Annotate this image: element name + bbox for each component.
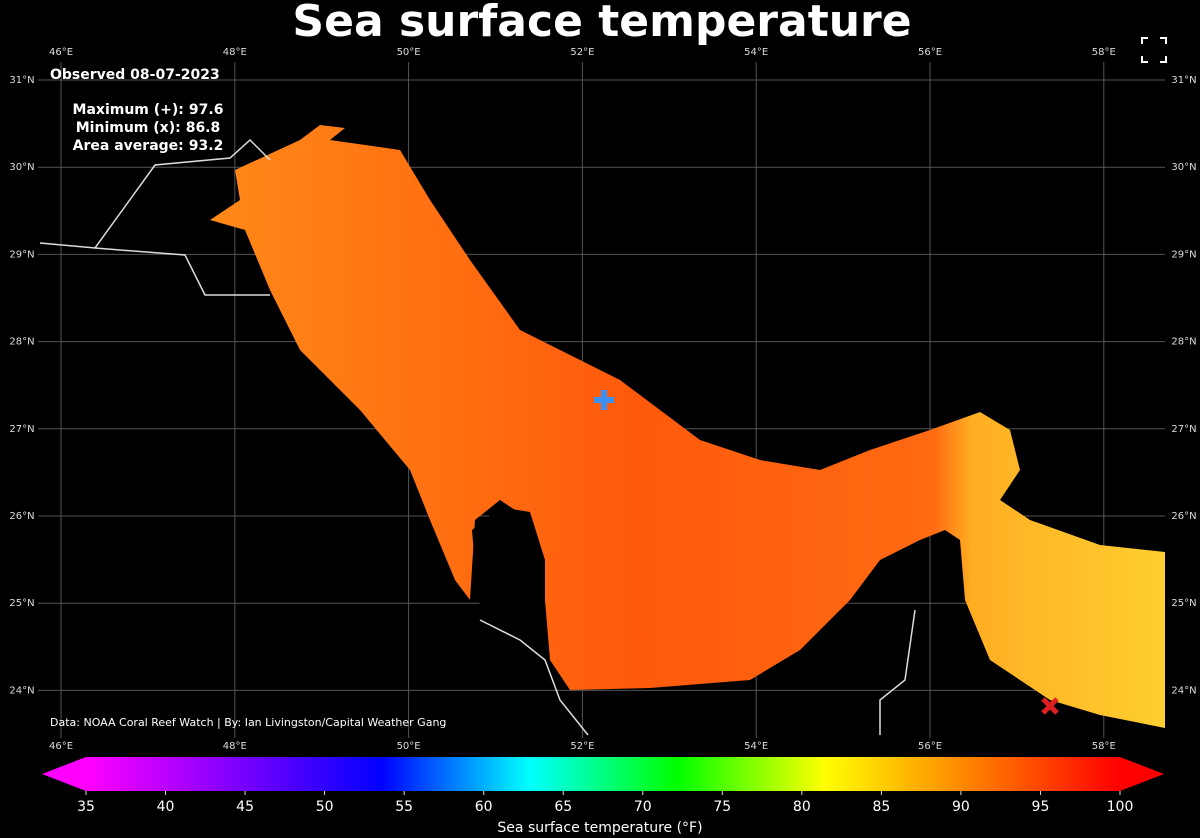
- lon-label: 46°E: [49, 741, 73, 752]
- border: [39, 138, 271, 249]
- borders: [39, 138, 916, 736]
- colorbar-tick-label: 90: [952, 799, 970, 815]
- lon-label: 46°E: [49, 47, 73, 58]
- colorbar-tick-label: 45: [236, 799, 254, 815]
- lon-label: 58°E: [1092, 47, 1116, 58]
- lat-label: 28°N: [1171, 337, 1196, 348]
- colorbar-tick-label: 95: [1032, 799, 1050, 815]
- lat-label: 24°N: [1171, 685, 1196, 696]
- lat-label: 26°N: [1171, 511, 1196, 522]
- colorbar-tick-label: 50: [316, 799, 334, 815]
- border: [879, 609, 916, 735]
- colorbar-tick-label: 55: [395, 799, 413, 815]
- min-marker: [1041, 697, 1059, 715]
- colorbar-tick-label: 80: [793, 799, 811, 815]
- lat-label: 27°N: [1171, 424, 1196, 435]
- lat-label: 29°N: [1171, 249, 1196, 260]
- fullscreen-button[interactable]: [1141, 37, 1167, 63]
- border: [479, 619, 589, 736]
- lon-label: 54°E: [744, 741, 768, 752]
- colorbar-extend-low: [42, 757, 86, 791]
- colorbar-tick-label: 65: [554, 799, 572, 815]
- colorbar-tick-label: 40: [157, 799, 175, 815]
- lat-label: 25°N: [1171, 598, 1196, 609]
- stat-label: Area average:: [73, 138, 184, 154]
- max-marker: [594, 390, 614, 410]
- lat-label: 31°N: [1171, 75, 1196, 86]
- border: [94, 247, 270, 296]
- lon-label: 50°E: [397, 47, 421, 58]
- lat-label: 28°N: [9, 337, 34, 348]
- colorbar-extend-high: [1120, 757, 1164, 791]
- lon-label: 48°E: [223, 741, 247, 752]
- lat-label: 31°N: [9, 75, 34, 86]
- stat-value: 97.6: [189, 102, 224, 118]
- stat-label: Maximum (+):: [73, 102, 184, 118]
- colorbar-tick-label: 35: [77, 799, 95, 815]
- lat-label: 26°N: [9, 511, 34, 522]
- stat-value: 93.2: [189, 138, 224, 154]
- lat-label: 30°N: [1171, 162, 1196, 173]
- colorbar-label: Sea surface temperature (°F): [497, 820, 702, 836]
- stat-line: Area average: 93.2: [73, 138, 224, 154]
- lat-label: 25°N: [9, 598, 34, 609]
- stat-label: Minimum (x):: [76, 120, 181, 136]
- colorbar-tick-label: 75: [713, 799, 731, 815]
- colorbar-tick-label: 60: [475, 799, 493, 815]
- lon-label: 54°E: [744, 47, 768, 58]
- observed-date: Observed 08-07-2023: [50, 67, 220, 83]
- lat-label: 30°N: [9, 162, 34, 173]
- stat-line: Minimum (x): 86.8: [76, 120, 221, 136]
- gulf-sst: [210, 125, 1165, 728]
- colorbar-tick-label: 100: [1107, 799, 1134, 815]
- lat-label: 29°N: [9, 249, 34, 260]
- lon-label: 52°E: [570, 47, 594, 58]
- lat-label: 27°N: [9, 424, 34, 435]
- qatar-land: [472, 507, 545, 640]
- stat-value: 86.8: [186, 120, 221, 136]
- lon-label: 48°E: [223, 47, 247, 58]
- colorbar-tick-label: 70: [634, 799, 652, 815]
- stat-line: Maximum (+): 97.6: [73, 102, 224, 118]
- lon-label: 52°E: [570, 741, 594, 752]
- colorbar: 35 40 45 50 55 60 65 70 75 80 85 90 95 100: [42, 757, 1164, 815]
- lon-label: 56°E: [918, 741, 942, 752]
- colorbar-ramp: [86, 757, 1120, 791]
- colorbar-tick-label: 85: [872, 799, 890, 815]
- lat-label: 24°N: [9, 685, 34, 696]
- lon-label: 50°E: [397, 741, 421, 752]
- credit: Data: NOAA Coral Reef Watch | By: Ian Li…: [50, 716, 446, 729]
- lon-label: 56°E: [918, 47, 942, 58]
- lon-label: 58°E: [1092, 741, 1116, 752]
- title: Sea surface temperature: [292, 0, 911, 47]
